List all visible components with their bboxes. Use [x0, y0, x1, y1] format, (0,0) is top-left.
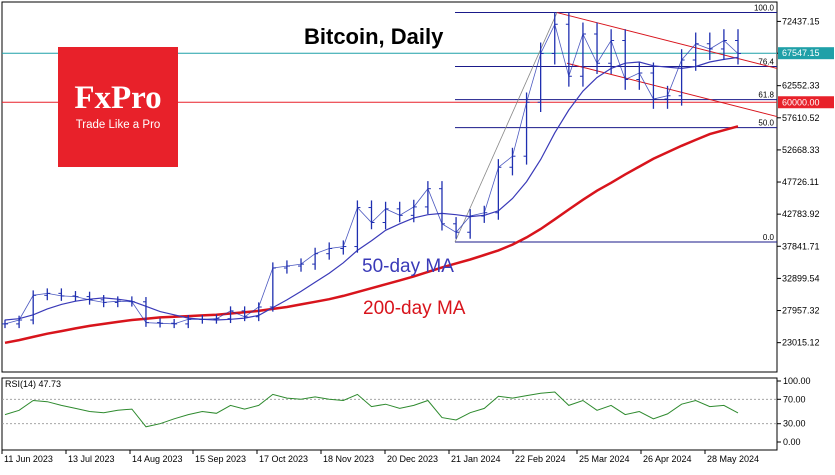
price-tick-label: 47726.11 — [782, 177, 819, 187]
price-tick-label: 37841.71 — [782, 241, 820, 251]
price-tick-label: 57610.52 — [782, 113, 820, 123]
fib-label: 0.0 — [763, 233, 775, 242]
fib-connector — [454, 12, 558, 243]
x-tick-label: 15 Sep 2023 — [195, 454, 246, 464]
x-tick-label: 14 Aug 2023 — [132, 454, 183, 464]
price-line — [4, 23, 739, 325]
level-60000-label: 60000.00 — [782, 97, 820, 107]
fib-label: 76.4 — [758, 58, 774, 67]
x-tick-label: 18 Nov 2023 — [323, 454, 374, 464]
level-60000-tag — [778, 96, 834, 109]
x-tick-label: 21 Jan 2024 — [451, 454, 501, 464]
rsi-label: RSI(14) 47.73 — [5, 379, 62, 389]
logo-tagline: Trade Like a Pro — [75, 119, 161, 131]
x-tick-label: 22 Feb 2024 — [515, 454, 566, 464]
price-tick-label: 42783.92 — [782, 209, 820, 219]
price-tick-label: 72437.15 — [782, 16, 820, 26]
current-price-tag — [778, 47, 834, 60]
fib-label: 50.0 — [758, 119, 774, 128]
x-tick-label: 17 Oct 2023 — [259, 454, 308, 464]
price-tick-label: 52668.33 — [782, 145, 820, 155]
rsi-line — [4, 391, 739, 428]
ma200-line — [4, 125, 739, 345]
rsi-tick-label: 30.00 — [783, 419, 806, 429]
price-tick-label: 27957.32 — [782, 306, 820, 316]
x-tick-label: 25 Mar 2024 — [579, 454, 630, 464]
x-tick-label: 26 Apr 2024 — [643, 454, 692, 464]
fib-label: 100.0 — [754, 4, 775, 13]
logo-text: FxPro — [74, 80, 162, 116]
rsi-tick-label: 100.00 — [783, 376, 811, 386]
fxpro-logo: FxPro Trade Like a Pro — [58, 47, 178, 167]
chart-title: Bitcoin, Daily — [304, 24, 444, 49]
price-tick-label: 32899.54 — [782, 273, 820, 283]
main-panel-frame — [1, 1, 778, 373]
rsi-panel-frame — [1, 377, 778, 451]
channel-upper — [556, 12, 778, 69]
x-tick-label: 28 May 2024 — [707, 454, 759, 464]
ma50-line — [4, 56, 739, 321]
channel-lower — [566, 62, 778, 118]
price-tick-label: 62552.33 — [782, 81, 820, 91]
x-tick-label: 11 Jun 2023 — [4, 454, 53, 464]
rsi-tick-label: 0.00 — [783, 437, 801, 447]
ma200-label: 200-day MA — [363, 298, 466, 319]
fib-label: 61.8 — [758, 91, 774, 100]
rsi-tick-label: 70.00 — [783, 394, 806, 404]
x-tick-label: 20 Dec 2023 — [387, 454, 438, 464]
price-tick-label: 23015.12 — [782, 338, 820, 348]
current-price-label: 67547.15 — [782, 48, 820, 58]
ma50-label: 50-day MA — [362, 256, 454, 277]
x-tick-label: 13 Jul 2023 — [68, 454, 115, 464]
